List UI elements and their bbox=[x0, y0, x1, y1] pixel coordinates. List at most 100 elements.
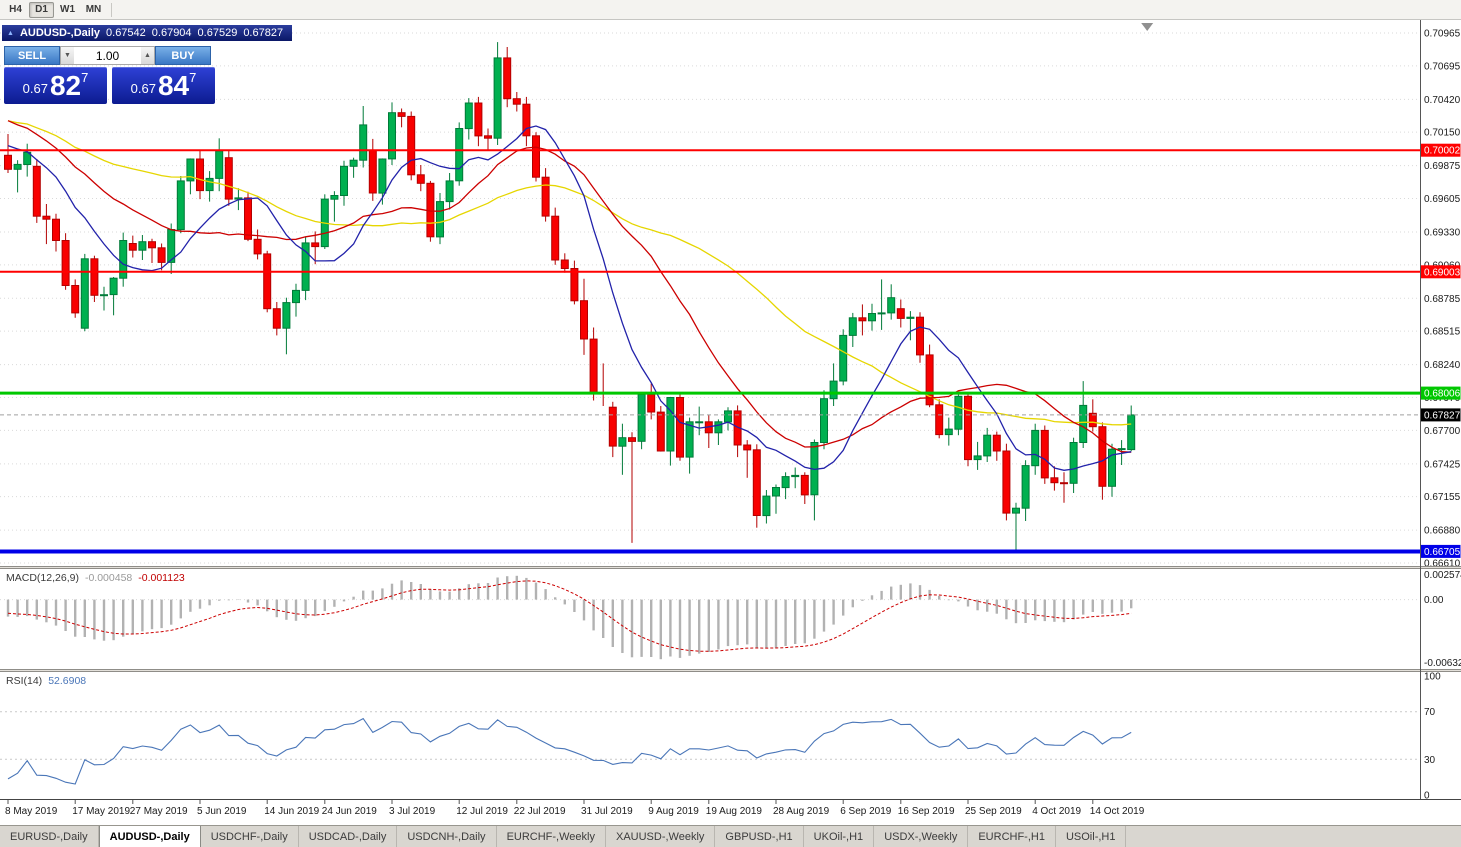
volume-increase-button[interactable]: ▲ bbox=[141, 46, 155, 65]
date-label: 9 Aug 2019 bbox=[648, 806, 699, 817]
rsi-axis-label: 0 bbox=[1424, 791, 1430, 802]
date-label: 12 Jul 2019 bbox=[456, 806, 508, 817]
chart-title-close: 0.67827 bbox=[243, 27, 284, 39]
chart-title-high: 0.67904 bbox=[151, 27, 192, 39]
price-axis-label: 0.69605 bbox=[1424, 194, 1461, 205]
rsi-axis-label: 70 bbox=[1424, 707, 1436, 718]
tab-ukoil-h1[interactable]: UKOil-,H1 bbox=[804, 826, 875, 847]
date-label: 4 Oct 2019 bbox=[1032, 806, 1081, 817]
date-label: 14 Oct 2019 bbox=[1090, 806, 1145, 817]
price-axis-label: 0.67155 bbox=[1424, 492, 1461, 503]
date-label: 5 Jun 2019 bbox=[197, 806, 247, 817]
chart-title-bar: ▲ AUDUSD-,Daily 0.67542 0.67904 0.67529 … bbox=[2, 25, 293, 41]
svg-text:0.69003: 0.69003 bbox=[1424, 267, 1461, 278]
price-badge-0.70002: 0.70002 bbox=[1420, 143, 1461, 157]
tf-button-h4[interactable]: H4 bbox=[9, 4, 22, 15]
tf-button-d1[interactable]: D1 bbox=[29, 1, 54, 18]
chart-title-low: 0.67529 bbox=[197, 27, 238, 39]
date-label: 22 Jul 2019 bbox=[514, 806, 566, 817]
macd-label: MACD(12,26,9) -0.000458 -0.001123 bbox=[6, 572, 185, 584]
tab-usdcad-daily[interactable]: USDCAD-,Daily bbox=[299, 826, 398, 847]
macd-axis-label: -0.006326 bbox=[1424, 658, 1461, 669]
volume-input[interactable] bbox=[74, 46, 141, 65]
price-axis-label: 0.70150 bbox=[1424, 128, 1461, 139]
rsi-axis-label: 30 bbox=[1424, 755, 1436, 766]
toolbar-separator bbox=[111, 2, 112, 17]
pane-splitter[interactable] bbox=[0, 566, 1461, 569]
volume-decrease-button[interactable]: ▼ bbox=[60, 46, 74, 65]
date-label: 14 Jun 2019 bbox=[264, 806, 319, 817]
price-badge-0.68006: 0.68006 bbox=[1420, 386, 1461, 400]
chart-title-open: 0.67542 bbox=[106, 27, 146, 39]
price-axis-label: 0.67700 bbox=[1424, 426, 1461, 437]
macd-signal-line bbox=[7, 580, 1132, 652]
rsi-label: RSI(14) 52.6908 bbox=[6, 675, 86, 687]
date-label: 31 Jul 2019 bbox=[581, 806, 633, 817]
sell-price-prefix: 0.67 bbox=[22, 81, 48, 96]
price-axis-label: 0.66880 bbox=[1424, 526, 1461, 537]
price-axis-label: 0.70695 bbox=[1424, 61, 1461, 72]
date-label: 3 Jul 2019 bbox=[389, 806, 436, 817]
tab-eurusd-daily[interactable]: EURUSD-,Daily bbox=[0, 826, 99, 847]
chart-title-symbol: AUDUSD-,Daily bbox=[19, 27, 101, 39]
sell-price-pip: 7 bbox=[81, 70, 89, 85]
time-axis[interactable]: 8 May 2019 17 May 2019 27 May 2019 5 Jun 20… bbox=[5, 800, 1145, 817]
price-badge-0.66705: 0.66705 bbox=[1420, 544, 1461, 558]
tab-usdcnh-daily[interactable]: USDCNH-,Daily bbox=[397, 826, 497, 847]
date-label: 19 Aug 2019 bbox=[706, 806, 763, 817]
chart-area: 0.70965 0.70695 0.70420 0.70150 0.69875 0.696… bbox=[0, 20, 1461, 825]
svg-text:0.67827: 0.67827 bbox=[1424, 410, 1461, 421]
buy-price-pip: 7 bbox=[189, 70, 197, 85]
ma-line-10 bbox=[7, 125, 1132, 471]
tab-eurchf-weekly[interactable]: EURCHF-,Weekly bbox=[497, 826, 606, 847]
buy-button[interactable]: BUY bbox=[155, 46, 211, 65]
macd-axis-label: 0.00 bbox=[1424, 595, 1444, 606]
price-axis-label: 0.68240 bbox=[1424, 360, 1461, 371]
date-label: 28 Aug 2019 bbox=[773, 806, 830, 817]
buy-price-display[interactable]: 0.67 84 7 bbox=[112, 67, 215, 104]
price-badge-0.67827: 0.67827 bbox=[1420, 408, 1461, 422]
price-axis-label: 0.70420 bbox=[1424, 95, 1461, 106]
date-label: 8 May 2019 bbox=[5, 806, 58, 817]
chart-icon: ▲ bbox=[7, 29, 14, 37]
macd-axis-label: 0.002574 bbox=[1424, 570, 1461, 581]
rsi-axis-label: 100 bbox=[1424, 672, 1441, 683]
price-axis-label: 0.70965 bbox=[1424, 29, 1461, 40]
tf-button-w1[interactable]: W1 bbox=[60, 4, 75, 15]
tab-usdchf-daily[interactable]: USDCHF-,Daily bbox=[201, 826, 299, 847]
ma-line-40 bbox=[7, 120, 1132, 426]
price-axis-label: 0.68785 bbox=[1424, 294, 1461, 305]
svg-text:0.68006: 0.68006 bbox=[1424, 389, 1461, 400]
chart-canvas[interactable]: 0.70965 0.70695 0.70420 0.70150 0.69875 0.696… bbox=[0, 20, 1461, 825]
tab-eurchf-h1[interactable]: EURCHF-,H1 bbox=[968, 826, 1056, 847]
ma-line-21 bbox=[7, 120, 1132, 453]
price-badge-0.69003: 0.69003 bbox=[1420, 265, 1461, 279]
candlestick-layer bbox=[4, 42, 1136, 552]
date-label: 25 Sep 2019 bbox=[965, 806, 1022, 817]
date-label: 6 Sep 2019 bbox=[840, 806, 892, 817]
tab-usdx-weekly[interactable]: USDX-,Weekly bbox=[874, 826, 969, 847]
date-label: 16 Sep 2019 bbox=[898, 806, 955, 817]
rsi-line bbox=[7, 717, 1132, 785]
one-click-trading-panel: SELL ▼ ▲ BUY 0.67 82 7 0.67 84 7 bbox=[4, 46, 215, 104]
sell-price-display[interactable]: 0.67 82 7 bbox=[4, 67, 107, 104]
price-axis-label: 0.67425 bbox=[1424, 459, 1461, 470]
tab-usoil-h1[interactable]: USOil-,H1 bbox=[1056, 826, 1127, 847]
timeframe-toolbar: H4 D1 W1 MN bbox=[0, 0, 1461, 20]
svg-text:0.66705: 0.66705 bbox=[1424, 547, 1461, 558]
tab-audusd-daily[interactable]: AUDUSD-,Daily bbox=[98, 826, 201, 847]
chart-background bbox=[0, 20, 1461, 825]
buy-price-prefix: 0.67 bbox=[130, 81, 156, 96]
tf-button-mn[interactable]: MN bbox=[85, 4, 102, 15]
tab-xauusd-weekly[interactable]: XAUUSD-,Weekly bbox=[606, 826, 716, 847]
date-label: 24 Jun 2019 bbox=[322, 806, 377, 817]
sell-price-main: 82 bbox=[49, 70, 82, 102]
price-axis-label: 0.68515 bbox=[1424, 327, 1461, 338]
date-label: 17 May 2019 bbox=[72, 806, 130, 817]
sell-button[interactable]: SELL bbox=[4, 46, 60, 65]
date-label: 27 May 2019 bbox=[130, 806, 188, 817]
pane-splitter[interactable] bbox=[0, 669, 1461, 672]
chart-shift-marker[interactable] bbox=[1141, 23, 1154, 31]
tab-gbpusd-h1[interactable]: GBPUSD-,H1 bbox=[715, 826, 804, 847]
buy-price-main: 84 bbox=[157, 70, 190, 102]
